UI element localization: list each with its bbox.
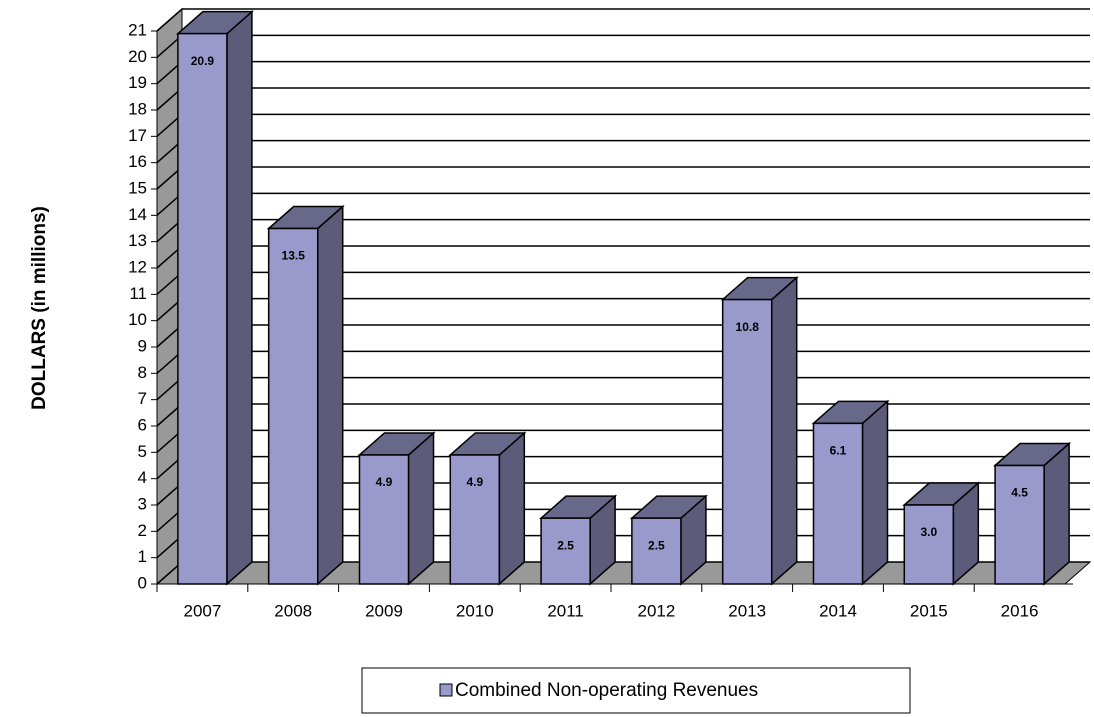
- value-label: 4.9: [376, 475, 393, 489]
- x-tick-label: 2016: [1001, 601, 1039, 620]
- x-tick-label: 2013: [728, 601, 766, 620]
- y-tick-label: 21: [128, 20, 147, 39]
- bar-side: [861, 399, 889, 586]
- bar: [540, 517, 591, 585]
- legend-label: Combined Non-operating Revenues: [455, 680, 758, 701]
- value-label: 6.1: [830, 444, 847, 458]
- y-tick-label: 4: [138, 468, 147, 487]
- y-tick-label: 20: [128, 47, 147, 66]
- value-label: 2.5: [557, 538, 574, 552]
- value-label: 20.9: [191, 54, 215, 68]
- y-tick-label: 0: [138, 573, 147, 592]
- value-label: 4.9: [466, 475, 483, 489]
- bar: [631, 517, 682, 585]
- bar: [449, 454, 501, 585]
- y-axis-label: DOLLARS (in millions): [29, 206, 50, 410]
- legend-swatch: [439, 683, 453, 697]
- grid-line: [156, 60, 1090, 85]
- y-tick-label: 11: [129, 284, 147, 303]
- bar: [721, 298, 773, 585]
- y-tick-label: 9: [138, 336, 147, 355]
- value-label: 3.0: [920, 525, 937, 539]
- value-label: 13.5: [282, 249, 306, 263]
- bar-side: [226, 9, 253, 586]
- y-tick-label: 16: [128, 152, 147, 171]
- y-tick-label: 19: [128, 73, 147, 92]
- value-label: 2.5: [648, 538, 665, 552]
- y-tick-label: 10: [128, 310, 147, 329]
- bar-side: [1043, 441, 1070, 586]
- y-tick-label: 18: [128, 99, 147, 118]
- x-tick-label: 2009: [365, 601, 403, 620]
- bar: [903, 504, 955, 585]
- grid-line: [156, 8, 1090, 32]
- bar: [358, 454, 410, 585]
- y-tick-label: 15: [128, 178, 147, 197]
- grid-line: [156, 34, 1090, 58]
- y-tick-label: 17: [128, 126, 147, 145]
- y-tick-label: 8: [138, 363, 147, 382]
- bar-side: [770, 275, 798, 586]
- bar: [994, 464, 1045, 585]
- x-tick-label: 2010: [456, 601, 494, 620]
- x-tick-label: 2012: [637, 601, 675, 620]
- y-tick-label: 3: [138, 494, 147, 513]
- bar-side: [407, 431, 435, 586]
- y-tick-label: 13: [128, 231, 147, 250]
- bar: [812, 422, 864, 585]
- grid-line: [156, 113, 1090, 137]
- y-tick-label: 6: [138, 415, 147, 434]
- y-tick-label: 12: [128, 257, 147, 276]
- bar-side: [498, 431, 526, 586]
- x-tick-label: 2014: [819, 601, 857, 620]
- y-tick-label: 1: [138, 547, 147, 566]
- grid-line: [156, 139, 1090, 164]
- value-label: 10.8: [736, 320, 760, 334]
- bar: [177, 32, 228, 585]
- y-tick-label: 7: [138, 389, 147, 408]
- x-tick-label: 2011: [547, 601, 584, 620]
- y-tick-label: 14: [128, 205, 147, 224]
- bar: [267, 227, 319, 585]
- value-label: 4.5: [1011, 486, 1028, 500]
- y-tick-label: 2: [138, 521, 147, 540]
- grid-line: [156, 166, 1090, 190]
- grid-line: [156, 87, 1090, 111]
- y-tick-label: 5: [138, 442, 147, 461]
- x-tick-label: 2015: [910, 601, 948, 620]
- x-tick-label: 2008: [274, 601, 312, 620]
- bar-side: [316, 204, 344, 586]
- x-tick-label: 2007: [183, 601, 221, 620]
- legend: [361, 667, 911, 714]
